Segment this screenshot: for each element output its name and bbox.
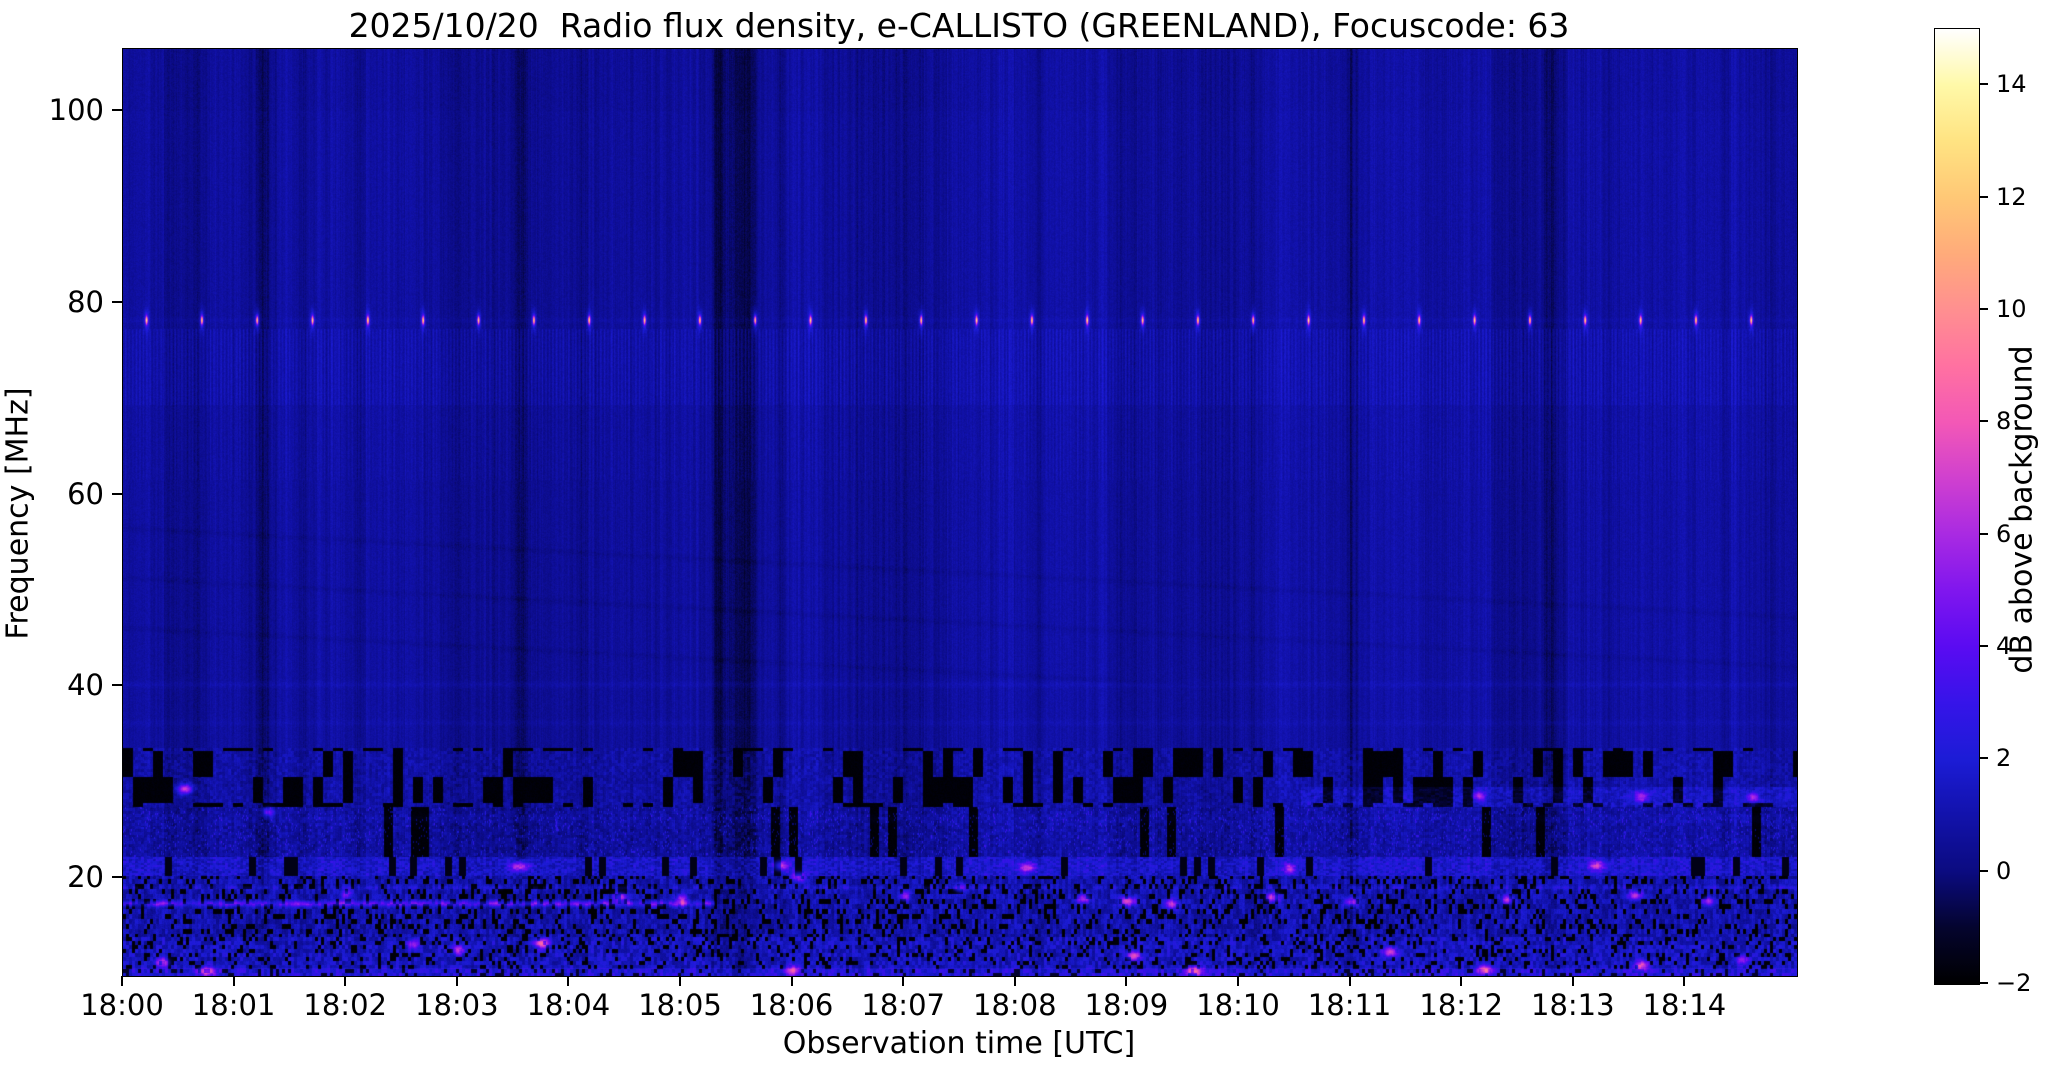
colorbar-tick [1980, 83, 1988, 86]
colorbar-tick-label: 12 [1996, 182, 2027, 211]
colorbar-tick-label: 4 [1996, 631, 2012, 660]
y-axis-tick-label: 80 [67, 285, 104, 320]
x-axis-tick [679, 976, 681, 986]
colorbar-tick-label: 10 [1996, 294, 2027, 323]
x-axis-tick-label: 18:10 [1196, 988, 1280, 1022]
x-axis-tick-label: 18:00 [80, 988, 164, 1022]
colorbar-tick-label: −2 [1996, 969, 2032, 997]
x-axis-tick [790, 976, 793, 986]
colorbar-tick [1980, 195, 1988, 198]
x-axis-tick-label: 18:13 [1531, 988, 1615, 1022]
x-axis-tick-label: 18:04 [526, 988, 611, 1022]
colorbar-tick-label: 14 [1996, 70, 2027, 99]
colorbar-tick [1980, 644, 1988, 647]
y-axis-tick-label: 20 [67, 860, 104, 895]
y-axis-tick-label: 100 [48, 93, 104, 128]
colorbar-tick-label: 8 [1996, 407, 2012, 436]
x-axis-tick [344, 976, 347, 986]
colorbar-tick [1980, 869, 1988, 872]
colorbar-label: dB above background [2004, 345, 2040, 674]
y-axis-tick [112, 301, 122, 304]
colorbar-tick-label: 2 [1996, 744, 2012, 773]
colorbar-tick [1980, 982, 1988, 984]
x-axis-tick [1125, 976, 1128, 986]
y-axis-tick [112, 492, 122, 495]
x-axis-tick [1683, 976, 1686, 986]
x-axis-label: Observation time [UTC] [782, 1026, 1136, 1061]
x-axis-tick [455, 976, 458, 986]
x-axis-tick [567, 976, 570, 986]
y-axis-tick-label: 40 [67, 668, 104, 703]
x-axis-tick-label: 18:01 [191, 988, 276, 1022]
x-axis-tick-label: 18:07 [861, 988, 945, 1022]
chart-title: 2025/10/20 Radio flux density, e-CALLIST… [348, 6, 1570, 45]
y-axis-tick [112, 876, 122, 879]
x-axis-tick-label: 18:12 [1419, 988, 1503, 1022]
colorbar-gradient [1935, 29, 1979, 984]
colorbar-tick [1980, 420, 1988, 423]
x-axis-tick [1013, 976, 1016, 986]
x-axis-tick [1237, 976, 1239, 986]
y-axis-tick [112, 109, 122, 112]
x-axis-tick-label: 18:08 [973, 988, 1057, 1022]
colorbar-tick [1980, 307, 1988, 310]
colorbar [1934, 28, 1980, 985]
x-axis-tick-label: 18:05 [638, 988, 722, 1022]
x-axis-tick [232, 976, 235, 986]
colorbar-tick-label: 0 [1996, 856, 2012, 885]
x-axis-tick [121, 976, 123, 986]
y-axis-tick-label: 60 [67, 476, 104, 511]
x-axis-tick [902, 976, 905, 986]
spectrogram-canvas [123, 49, 1797, 976]
x-axis-tick [1348, 976, 1351, 986]
x-axis-tick-label: 18:11 [1307, 988, 1392, 1022]
x-axis-tick-label: 18:09 [1084, 988, 1169, 1022]
x-axis-tick-label: 18:03 [415, 988, 499, 1022]
colorbar-tick [1980, 757, 1988, 760]
x-axis-tick [1571, 976, 1574, 986]
x-axis-tick [1460, 976, 1463, 986]
x-axis-tick-label: 18:02 [303, 988, 387, 1022]
plot-area [122, 48, 1798, 977]
y-axis-tick [112, 684, 122, 687]
x-axis-tick-label: 18:14 [1642, 988, 1727, 1022]
colorbar-tick [1980, 532, 1988, 535]
x-axis-tick-label: 18:06 [749, 988, 834, 1022]
colorbar-tick-label: 6 [1996, 519, 2012, 548]
